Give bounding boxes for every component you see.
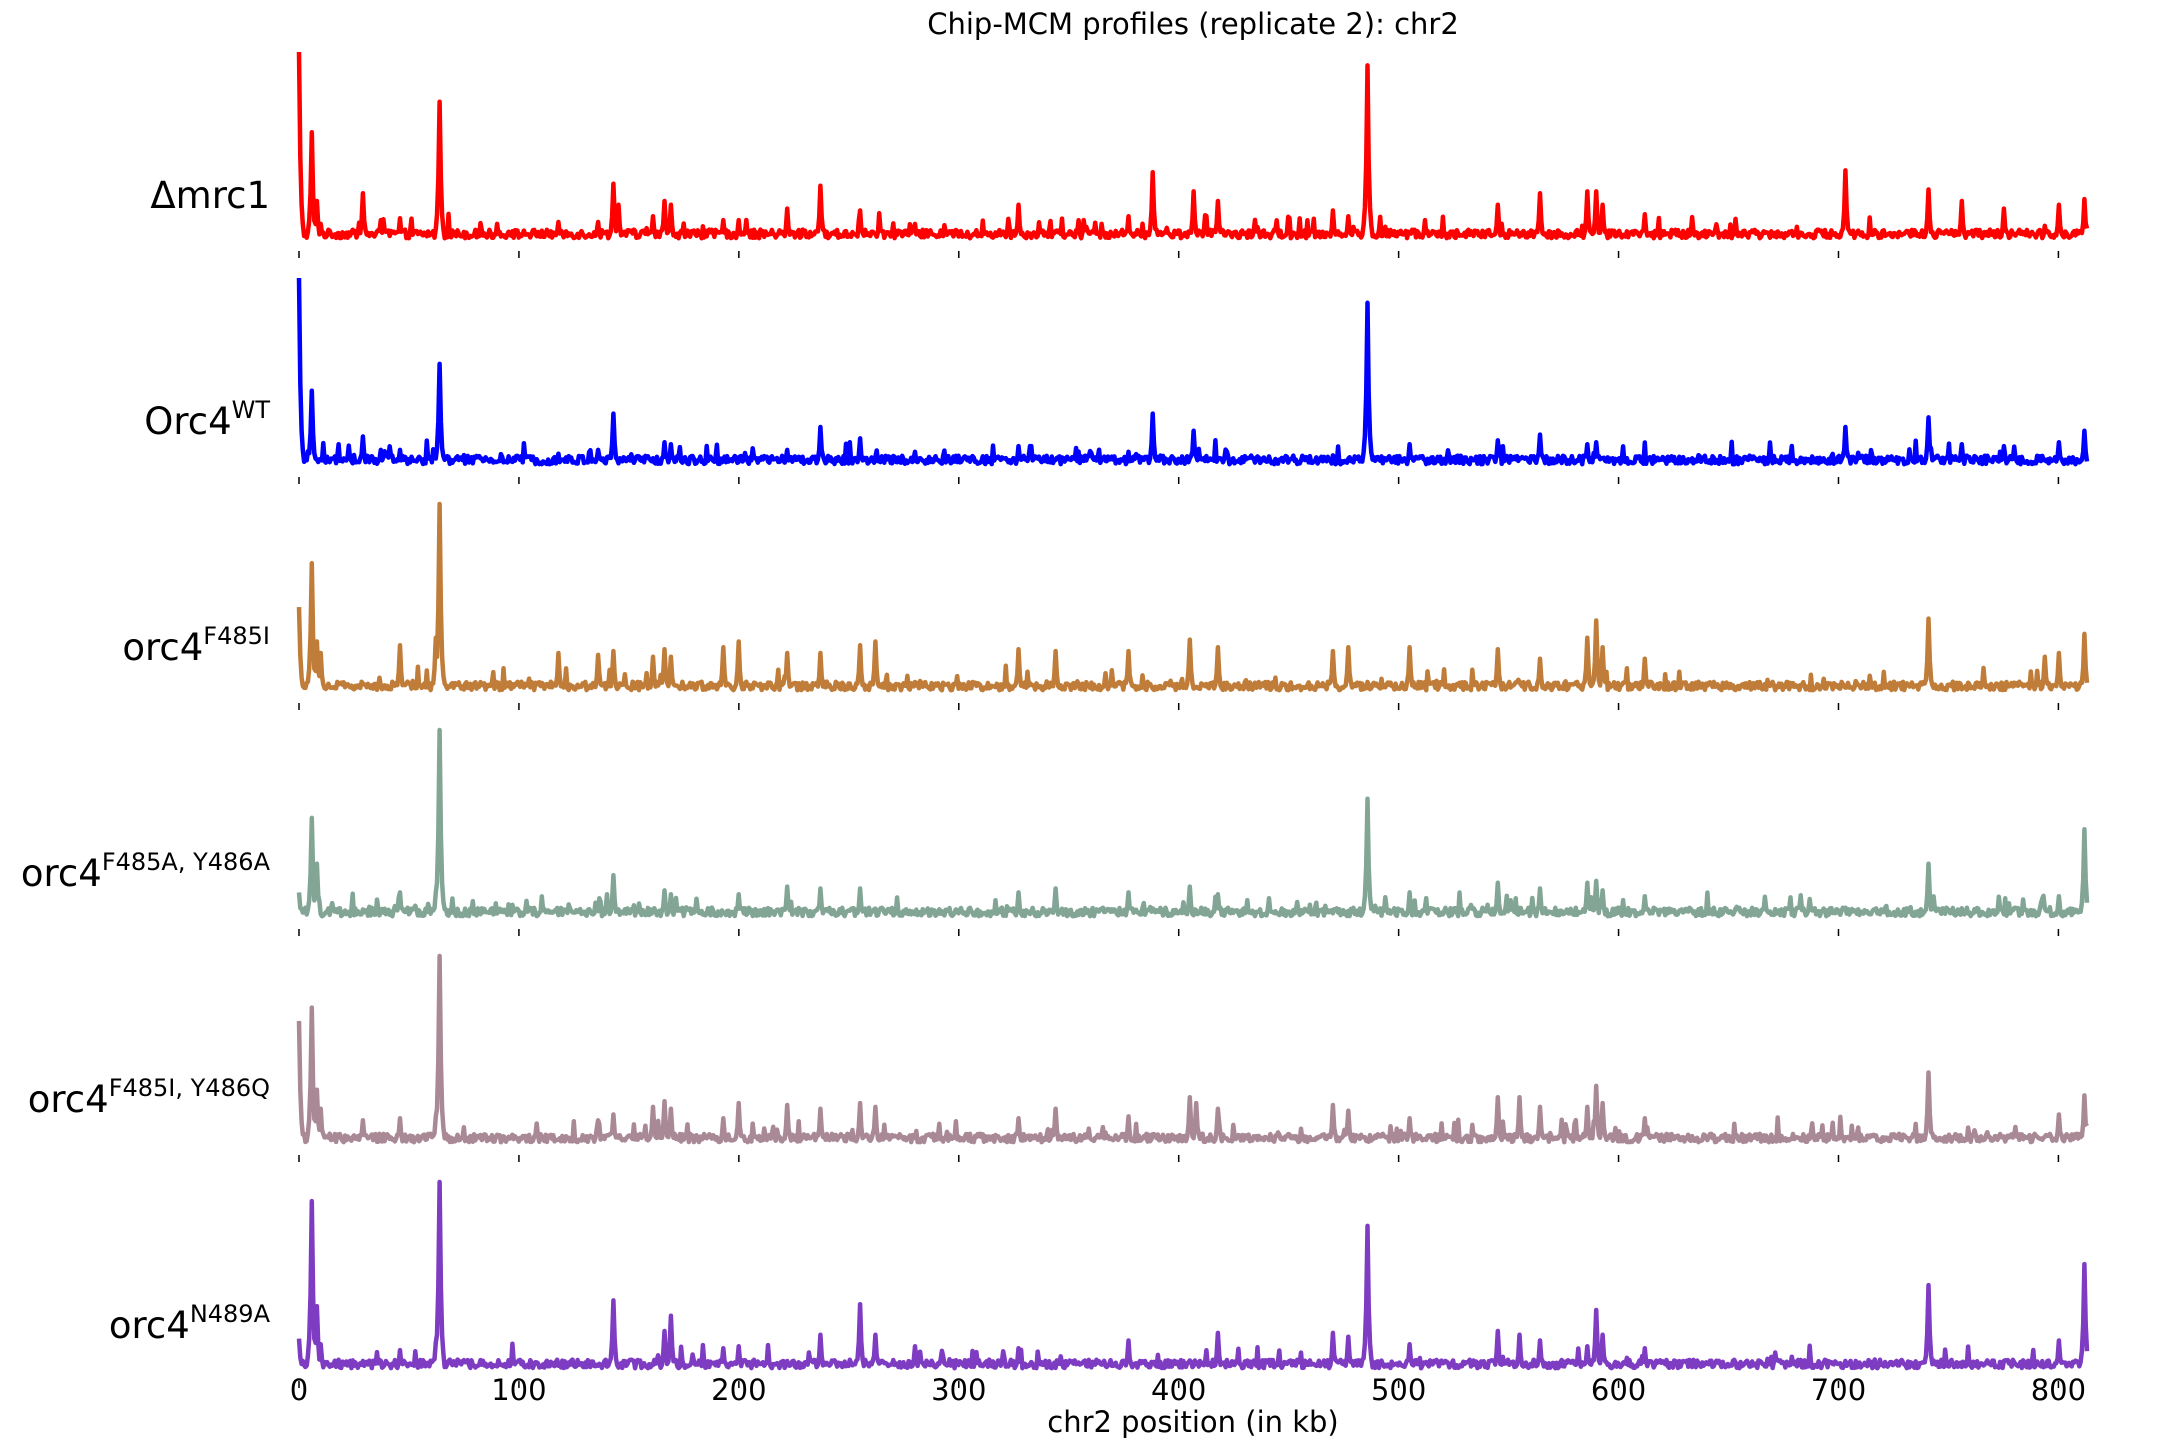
panel: orc4F485I, Y486Q (28, 956, 2087, 1162)
panel: orc4F485A, Y486A (21, 730, 2087, 936)
x-tick-label: 300 (931, 1373, 986, 1407)
series-label: orc4F485I (122, 622, 270, 669)
series-label: Orc4WT (144, 396, 270, 443)
series-line (299, 504, 2087, 690)
x-tick-label: 700 (1811, 1373, 1866, 1407)
series-label: orc4F485A, Y486A (21, 848, 271, 895)
series-label: orc4N489A (109, 1300, 271, 1347)
x-axis: 0 100 200 300 400 500 600 700 800 (290, 1373, 2086, 1407)
x-tick-label: 800 (2031, 1373, 2086, 1407)
series-line (299, 956, 2087, 1142)
panel: Δmrc1 (150, 52, 2087, 258)
x-tick-label: 100 (491, 1373, 546, 1407)
panel: orc4F485I (122, 504, 2087, 710)
series-line (299, 278, 2087, 464)
series-line (299, 52, 2087, 238)
x-tick-label: 500 (1371, 1373, 1426, 1407)
x-tick-label: 200 (711, 1373, 766, 1407)
series-line (299, 730, 2087, 916)
x-axis-label: chr2 position (in kb) (1047, 1405, 1339, 1439)
chart-title: Chip-MCM profiles (replicate 2): chr2 (927, 7, 1459, 41)
series-line (299, 1182, 2087, 1368)
x-tick-label: 600 (1591, 1373, 1646, 1407)
series-label: orc4F485I, Y486Q (28, 1074, 270, 1121)
panel: Orc4WT (144, 278, 2087, 484)
series-label: Δmrc1 (150, 174, 270, 217)
x-tick-label: 400 (1151, 1373, 1206, 1407)
panel: orc4N489A (109, 1182, 2087, 1388)
x-tick-label: 0 (290, 1373, 308, 1407)
panels: Δmrc1 Orc4WT orc4F485I orc4F485A, Y486A orc4… (21, 52, 2087, 1388)
